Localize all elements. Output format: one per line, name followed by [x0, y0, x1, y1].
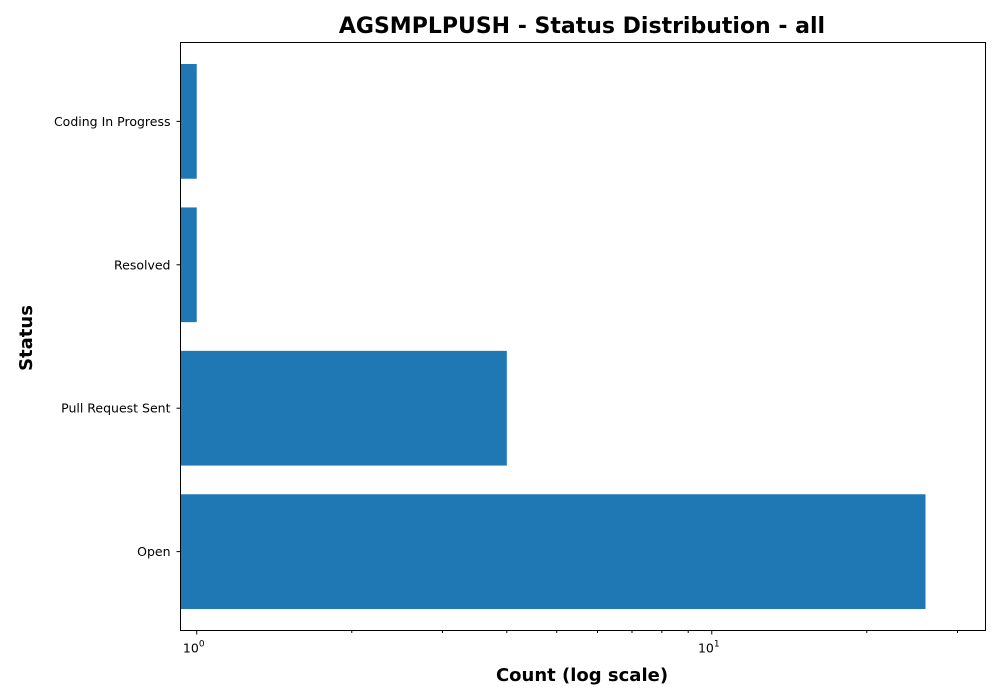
bar-resolved: [180, 207, 197, 323]
y-tick-label: Open: [137, 544, 170, 559]
x-tick-label: 100: [183, 640, 205, 656]
y-axis-ticks: Coding In Progress Resolved Pull Request S…: [54, 114, 181, 559]
x-tick-label: 101: [698, 640, 720, 656]
y-tick-label: Pull Request Sent: [61, 401, 170, 416]
y-axis-label: Status: [16, 305, 37, 371]
bar-pull-request-sent: [180, 350, 507, 466]
y-tick-label: Resolved: [114, 257, 170, 272]
chart-title: AGSMPLPUSH - Status Distribution - all: [339, 14, 825, 39]
x-axis-ticks: 100 101: [183, 630, 959, 656]
bar-open: [180, 494, 926, 609]
bars-group: [180, 64, 926, 609]
plot-frame: [180, 42, 986, 631]
x-axis-label: Count (log scale): [496, 665, 668, 686]
bar-coding-in-progress: [180, 64, 197, 179]
y-tick-label: Coding In Progress: [54, 114, 171, 129]
